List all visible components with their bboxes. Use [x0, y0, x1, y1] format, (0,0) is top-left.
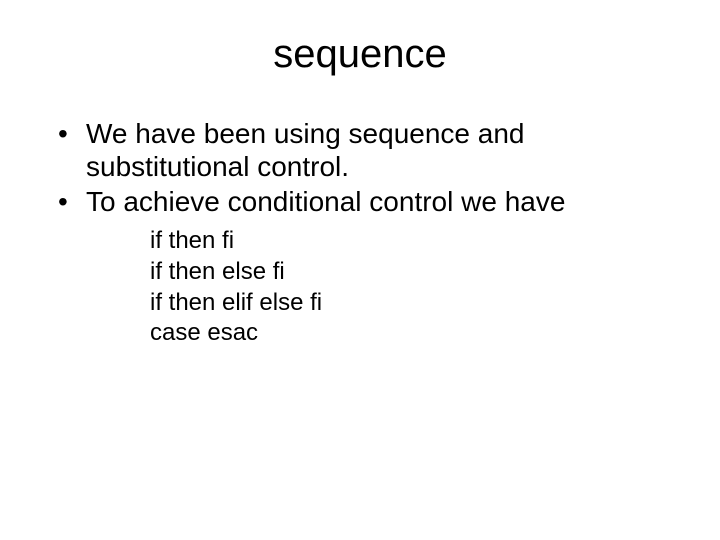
sub-item: if then elif else fi	[150, 288, 680, 319]
sub-item: if then else fi	[150, 257, 680, 288]
slide: sequence We have been using sequence and…	[0, 0, 720, 540]
bullet-list: We have been using sequence and substitu…	[40, 117, 680, 349]
bullet-text: We have been using sequence and substitu…	[86, 118, 524, 182]
sub-item: if then fi	[150, 226, 680, 257]
bullet-item: To achieve conditional control we have i…	[58, 185, 680, 349]
sub-list: if then fi if then else fi if then elif …	[150, 226, 680, 349]
sub-item: case esac	[150, 318, 680, 349]
bullet-item: We have been using sequence and substitu…	[58, 117, 680, 183]
bullet-text: To achieve conditional control we have	[86, 186, 565, 217]
slide-title: sequence	[40, 28, 680, 77]
